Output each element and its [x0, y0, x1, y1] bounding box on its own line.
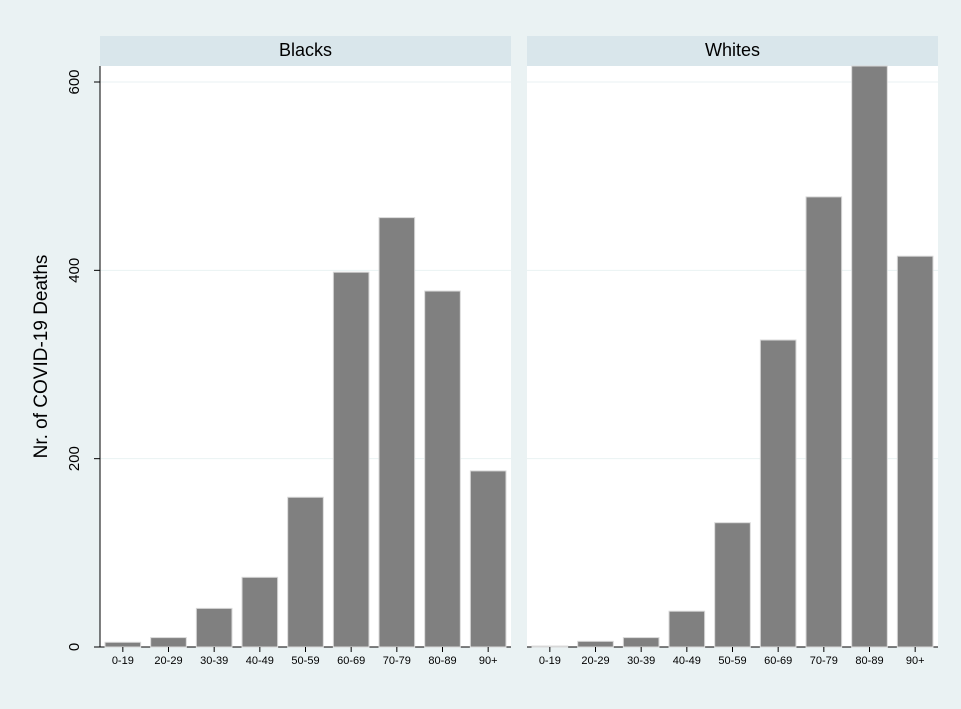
- x-tick-label: 60-69: [337, 655, 365, 667]
- bar: [378, 217, 416, 648]
- x-tick-label: 30-39: [627, 655, 655, 667]
- bar: [668, 610, 706, 648]
- y-tick-label: 400: [66, 258, 83, 283]
- bar: [759, 339, 797, 648]
- x-tick-label: 50-59: [718, 655, 746, 667]
- bar: [195, 607, 233, 648]
- bar: [241, 576, 279, 648]
- bar: [287, 496, 324, 648]
- bar: [104, 641, 142, 648]
- x-tick-label: 20-29: [581, 655, 609, 667]
- panel-title: Blacks: [279, 40, 332, 60]
- x-tick-label: 30-39: [200, 655, 228, 667]
- bar: [896, 255, 934, 648]
- x-tick-label: 40-49: [246, 655, 274, 667]
- x-tick-label: 20-29: [154, 655, 182, 667]
- y-tick-label: 200: [66, 446, 83, 471]
- panel-strip: [100, 36, 511, 66]
- x-tick-label: 40-49: [673, 655, 701, 667]
- y-tick-label: 0: [66, 643, 83, 651]
- x-tick-label: 70-79: [383, 655, 411, 667]
- bar: [531, 645, 569, 648]
- panel-strip: [527, 36, 938, 66]
- x-tick-label: 50-59: [291, 655, 319, 667]
- bar: [851, 65, 888, 648]
- bar: [469, 470, 507, 648]
- x-tick-label: 80-89: [428, 655, 456, 667]
- x-tick-label: 60-69: [764, 655, 792, 667]
- bar: [577, 640, 614, 648]
- x-tick-label: 90+: [479, 655, 498, 667]
- bar: [714, 522, 751, 648]
- x-tick-label: 0-19: [539, 655, 561, 667]
- bar: [332, 271, 370, 648]
- x-tick-label: 0-19: [112, 655, 134, 667]
- bar: [150, 637, 187, 648]
- x-tick-label: 70-79: [810, 655, 838, 667]
- bar: [805, 196, 843, 648]
- y-axis-label: Nr. of COVID-19 Deaths: [31, 255, 52, 459]
- bar: [622, 637, 660, 648]
- x-tick-label: 90+: [906, 655, 925, 667]
- y-tick-label: 600: [66, 69, 83, 94]
- x-tick-label: 80-89: [855, 655, 883, 667]
- panel-title: Whites: [705, 40, 760, 60]
- bar: [424, 290, 461, 648]
